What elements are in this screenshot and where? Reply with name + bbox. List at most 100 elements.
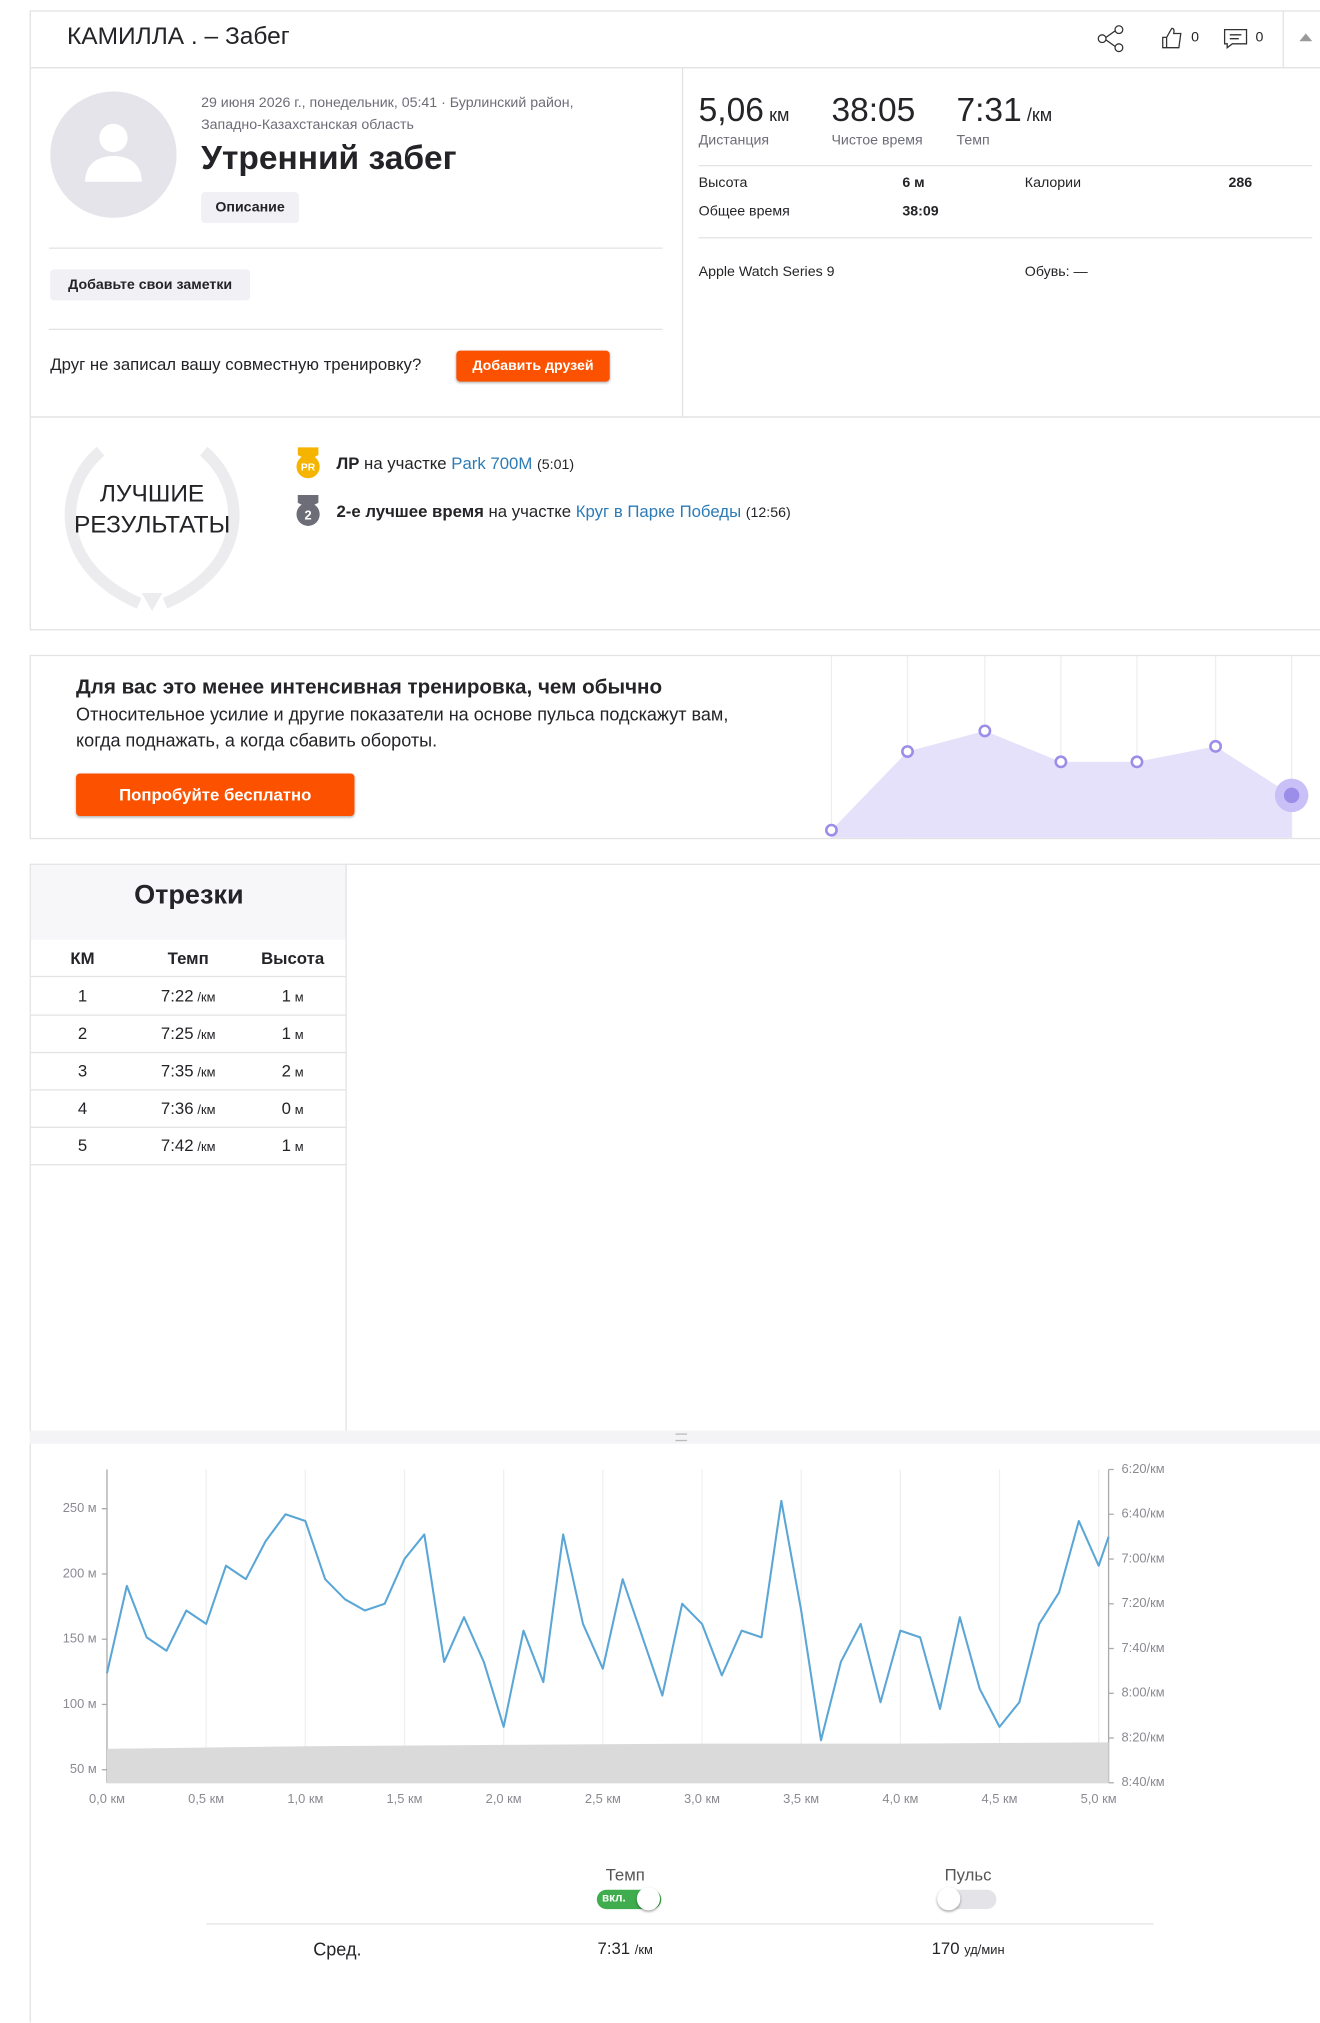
y-tick-label: 100 м xyxy=(63,1696,97,1711)
y-tick-label: 200 м xyxy=(63,1565,97,1580)
x-tick-label: 2,5 км xyxy=(585,1791,621,1806)
split-pace: 7:42/км xyxy=(124,1136,253,1155)
share-icon[interactable] xyxy=(1096,23,1130,54)
stat-label: Дистанция xyxy=(698,132,770,149)
row-line xyxy=(30,1089,347,1091)
column-divider xyxy=(681,67,684,418)
pace-elevation-chart: 0,0 км 0,5 км 1,0 км 1,5 км 2,0 км 2,5 км 3,0 … xyxy=(63,1461,1165,1806)
device: Apple Watch Series 9 xyxy=(698,264,835,280)
value: 0 xyxy=(281,1098,291,1118)
segment-link[interactable]: Park 700M xyxy=(451,453,533,474)
toggle-knob[interactable] xyxy=(636,1887,660,1911)
unit: м xyxy=(294,991,304,1006)
row-line xyxy=(30,1014,347,1016)
value: 1 xyxy=(281,1135,291,1155)
second-badge: 2 xyxy=(296,495,320,526)
avg-pace-value: 7:31 xyxy=(597,1938,631,1959)
row-line xyxy=(30,1126,347,1128)
y2-tick-label: 8:20/км xyxy=(1121,1729,1164,1744)
split-km: 4 xyxy=(77,1098,88,1118)
x-tick-label: 5,0 км xyxy=(1081,1791,1117,1806)
stat-number: 38:05 xyxy=(831,90,916,129)
unit: м xyxy=(294,1140,304,1155)
x-tick-label: 4,0 км xyxy=(882,1791,918,1806)
y2-tick-label: 6:20/км xyxy=(1121,1461,1164,1476)
avatar[interactable] xyxy=(50,91,177,218)
column-header: Высота xyxy=(261,948,325,969)
promo-text: Относительное усилие и другие показатели… xyxy=(76,703,729,725)
split-pace: 7:35/км xyxy=(124,1061,253,1080)
row-line xyxy=(30,1164,347,1166)
unit: м xyxy=(294,1066,304,1081)
resize-bar[interactable] xyxy=(29,1430,1320,1444)
split-km: 1 xyxy=(77,986,88,1006)
y2-tick-label: 7:20/км xyxy=(1121,1595,1164,1610)
pr-badge: PR xyxy=(296,447,320,479)
stat-value: 38:09 xyxy=(902,203,939,220)
avg-pace: 7:31 /км xyxy=(561,1939,690,1958)
activity-date: 29 июня 2026 г., понедельник, 05:41 · Бу… xyxy=(201,95,574,111)
unit: м xyxy=(294,1028,304,1043)
shoes: Обувь: — xyxy=(1024,264,1088,280)
collapse-icon[interactable] xyxy=(1299,32,1313,42)
x-tick-label: 0,5 км xyxy=(188,1791,224,1806)
row-line xyxy=(30,975,347,978)
page-title: КАМИЛЛА . – Забег xyxy=(67,23,290,51)
activity-name: Утренний забег xyxy=(201,137,457,177)
unit: /км xyxy=(197,1066,216,1081)
row-line xyxy=(30,1051,347,1054)
pace-line xyxy=(105,1499,1110,1742)
split-km: 5 xyxy=(77,1135,88,1155)
separator xyxy=(698,237,1313,239)
achievements-title: ЛУЧШИЕ РЕЗУЛЬТАТЫ xyxy=(73,480,231,539)
unit: /км xyxy=(197,991,216,1006)
notes-button[interactable]: Добавьте свои заметки xyxy=(50,269,251,301)
achievement: 2-е лучшее время на участке Круг в Парке… xyxy=(336,501,790,520)
y-tick-label: 150 м xyxy=(63,1631,97,1646)
achievement-time: (12:56) xyxy=(745,505,791,521)
grip[interactable] xyxy=(675,1433,688,1442)
segment-link[interactable]: Круг в Парке Победы xyxy=(575,501,742,521)
column-header: Темп xyxy=(167,948,209,969)
splits-divider xyxy=(345,863,347,1433)
y2-tick-label: 6:40/км xyxy=(1121,1506,1164,1521)
avg-hr-value: 170 xyxy=(931,1938,960,1959)
achievement: ЛР на участке Park 700M (5:01) xyxy=(336,454,574,473)
stat-value: 7:31/км xyxy=(956,90,1052,130)
comment-icon[interactable] xyxy=(1223,28,1248,49)
value: 7:35 xyxy=(160,1060,194,1081)
value: 7:25 xyxy=(160,1023,194,1043)
x-tick-label: 1,5 км xyxy=(387,1791,423,1806)
stat-value: 5,06 км xyxy=(699,90,790,130)
stat-number: 5,06 xyxy=(698,90,764,129)
promo-title: Для вас это менее интенсивная тренировка… xyxy=(76,676,663,699)
stat-label: Чистое время xyxy=(831,132,923,149)
add-friends-button[interactable]: Добавить друзей xyxy=(456,350,610,382)
kudos-icon[interactable] xyxy=(1160,27,1183,49)
achievement-text: на участке xyxy=(364,453,447,474)
kudos-count: 0 xyxy=(1191,29,1199,46)
splits-header xyxy=(30,864,347,940)
stat-value: 286 xyxy=(1228,175,1253,191)
stat-unit: /км xyxy=(1026,104,1053,126)
promo-text: когда поднажать, а когда сбавить обороты… xyxy=(76,729,438,751)
badge-text: PR xyxy=(301,463,316,474)
toggle-state: вкл. xyxy=(601,1891,626,1904)
x-tick-label: 3,5 км xyxy=(783,1791,819,1806)
split-pace: 7:36/км xyxy=(124,1098,253,1117)
toggle-knob[interactable] xyxy=(937,1887,961,1911)
promo-button[interactable]: Попробуйте бесплатно xyxy=(76,773,355,816)
achievement-strong: ЛР xyxy=(336,453,360,474)
unit: /км xyxy=(634,1943,653,1959)
badge-text: 2 xyxy=(305,507,312,522)
column-header: КМ xyxy=(70,948,95,969)
y2-tick-label: 7:40/км xyxy=(1121,1640,1164,1655)
border xyxy=(29,1443,31,2023)
achievement-text: на участке xyxy=(488,501,572,521)
description-button[interactable]: Описание xyxy=(201,192,300,224)
